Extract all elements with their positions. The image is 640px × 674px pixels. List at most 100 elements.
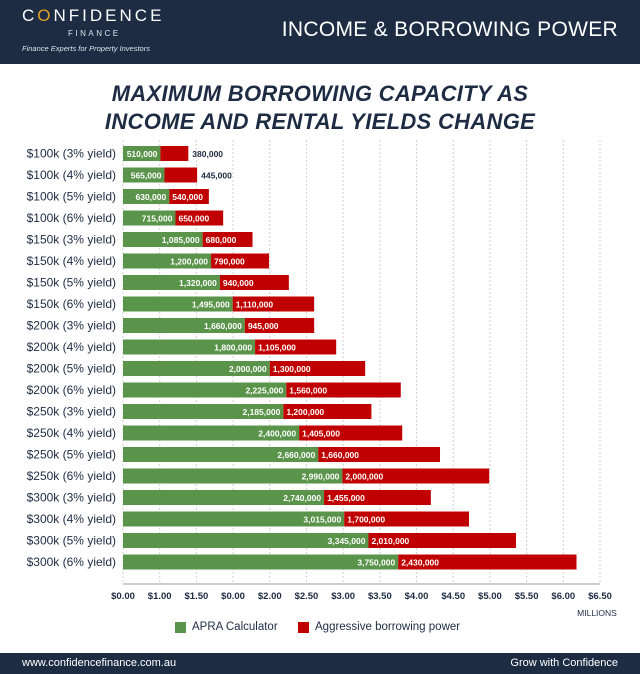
data-label-aggressive: 680,000: [206, 235, 237, 245]
category-label: $150k (4% yield): [27, 254, 116, 268]
category-label: $200k (4% yield): [27, 340, 116, 354]
data-label-aggressive: 1,300,000: [273, 364, 311, 374]
chart-title-line-2: INCOME AND RENTAL YIELDS CHANGE: [104, 109, 536, 134]
x-tick-label: $0.00: [221, 591, 245, 602]
bar-apra: [123, 404, 284, 419]
bar-apra: [123, 447, 319, 462]
data-label-aggressive: 1,560,000: [289, 386, 327, 396]
data-label-aggressive: 2,010,000: [371, 536, 409, 546]
category-label: $250k (3% yield): [27, 405, 116, 419]
data-label-apra: 2,185,000: [243, 407, 281, 417]
category-label: $250k (6% yield): [27, 469, 116, 483]
bar-aggressive: [398, 554, 577, 570]
data-label-apra: 1,660,000: [204, 321, 242, 331]
category-label: $100k (5% yield): [27, 190, 116, 204]
bar-apra: [123, 511, 345, 527]
category-label: $300k (3% yield): [27, 491, 116, 505]
data-label-aggressive: 2,000,000: [345, 472, 383, 482]
x-tick-label: $1.00: [148, 591, 172, 602]
bar-aggressive: [286, 382, 401, 398]
data-label-aggressive: 790,000: [214, 257, 245, 267]
data-label-apra: 2,660,000: [277, 450, 315, 460]
logo-o-mark: O: [37, 6, 54, 25]
category-label: $200k (5% yield): [27, 362, 116, 376]
logo-tagline: Finance Experts for Property Investors: [22, 44, 150, 53]
bar-aggressive: [324, 490, 431, 505]
bar-aggressive: [232, 296, 315, 312]
data-label-aggressive: 445,000: [201, 171, 232, 181]
website-link[interactable]: www.confidencefinance.com.au: [22, 657, 177, 669]
header-title: INCOME & BORROWING POWER: [281, 18, 618, 41]
data-label-apra: 1,085,000: [162, 235, 200, 245]
bar-apra: [123, 554, 399, 570]
bar-apra: [123, 468, 343, 484]
bar-aggressive: [164, 167, 198, 183]
data-label-apra: 1,200,000: [170, 257, 208, 267]
data-label-aggressive: 940,000: [223, 278, 254, 288]
bar-aggressive: [211, 253, 270, 269]
chart-title: MAXIMUM BORROWING CAPACITY AS INCOME AND…: [0, 80, 640, 136]
bar-aggressive: [318, 447, 441, 462]
logo-text-suffix: NFIDENCE: [53, 6, 165, 25]
data-label-aggressive: 945,000: [248, 321, 279, 331]
bar-aggressive: [175, 210, 224, 226]
x-tick-label: $6.00: [551, 591, 575, 602]
data-label-aggressive: 1,110,000: [236, 300, 274, 310]
category-label: $250k (5% yield): [27, 448, 116, 462]
bar-apra: [123, 361, 270, 376]
data-label-apra: 1,800,000: [214, 343, 252, 353]
data-label-aggressive: 380,000: [192, 149, 223, 159]
x-tick-label: $4.50: [441, 591, 465, 602]
x-tick-label: $0.00: [111, 591, 135, 602]
bar-apra: [123, 318, 245, 333]
data-label-aggressive: 2,430,000: [401, 558, 439, 568]
category-label: $100k (4% yield): [27, 168, 116, 182]
footer-bar: www.confidencefinance.com.au Grow with C…: [0, 653, 640, 674]
bar-apra: [123, 425, 300, 441]
data-label-aggressive: 1,105,000: [258, 343, 296, 353]
data-label-aggressive: 650,000: [178, 214, 209, 224]
legend-swatch-aggressive: [298, 621, 309, 633]
category-label: $250k (4% yield): [27, 426, 116, 440]
company-logo[interactable]: CONFIDENCE: [22, 6, 164, 26]
x-tick-label: $2.50: [295, 591, 319, 602]
data-label-aggressive: 1,405,000: [302, 429, 340, 439]
data-label-apra: 3,015,000: [303, 515, 341, 525]
category-label: $300k (6% yield): [27, 555, 116, 569]
data-label-apra: 630,000: [135, 192, 166, 202]
bar-aggressive: [219, 275, 289, 290]
data-label-aggressive: 1,200,000: [286, 407, 324, 417]
logo-text-prefix: C: [22, 6, 38, 25]
bar-apra: [123, 296, 233, 312]
category-label: $200k (3% yield): [27, 319, 116, 333]
x-tick-label: $2.00: [258, 591, 282, 602]
bar-apra: [123, 382, 287, 398]
bar-apra: [123, 490, 325, 505]
data-label-apra: 2,990,000: [302, 472, 340, 482]
data-label-apra: 2,740,000: [283, 493, 321, 503]
data-label-apra: 715,000: [142, 214, 173, 224]
data-label-apra: 3,345,000: [328, 536, 366, 546]
data-label-apra: 1,495,000: [192, 300, 230, 310]
category-label: $150k (6% yield): [27, 297, 116, 311]
bar-apra: [123, 275, 220, 290]
data-label-apra: 510,000: [127, 149, 158, 159]
data-label-apra: 2,400,000: [258, 429, 296, 439]
category-label: $150k (5% yield): [27, 276, 116, 290]
category-label: $100k (6% yield): [27, 211, 116, 225]
bar-apra: [123, 339, 256, 355]
x-tick-label: $5.50: [515, 591, 539, 602]
x-tick-label: $4.00: [405, 591, 429, 602]
category-label: $200k (6% yield): [27, 383, 116, 397]
bar-aggressive: [269, 361, 366, 376]
data-label-aggressive: 540,000: [172, 192, 203, 202]
x-axis-label: MILLIONS: [577, 608, 617, 618]
bar-apra: [123, 189, 170, 204]
bar-aggressive: [160, 146, 189, 161]
bar-aggressive: [244, 318, 315, 333]
bar-apra: [123, 253, 212, 269]
chart-title-line-1: MAXIMUM BORROWING CAPACITY AS: [111, 81, 529, 106]
logo-subtitle: FINANCE: [68, 29, 121, 38]
data-label-aggressive: 1,700,000: [347, 515, 385, 525]
bar-aggressive: [202, 232, 253, 247]
